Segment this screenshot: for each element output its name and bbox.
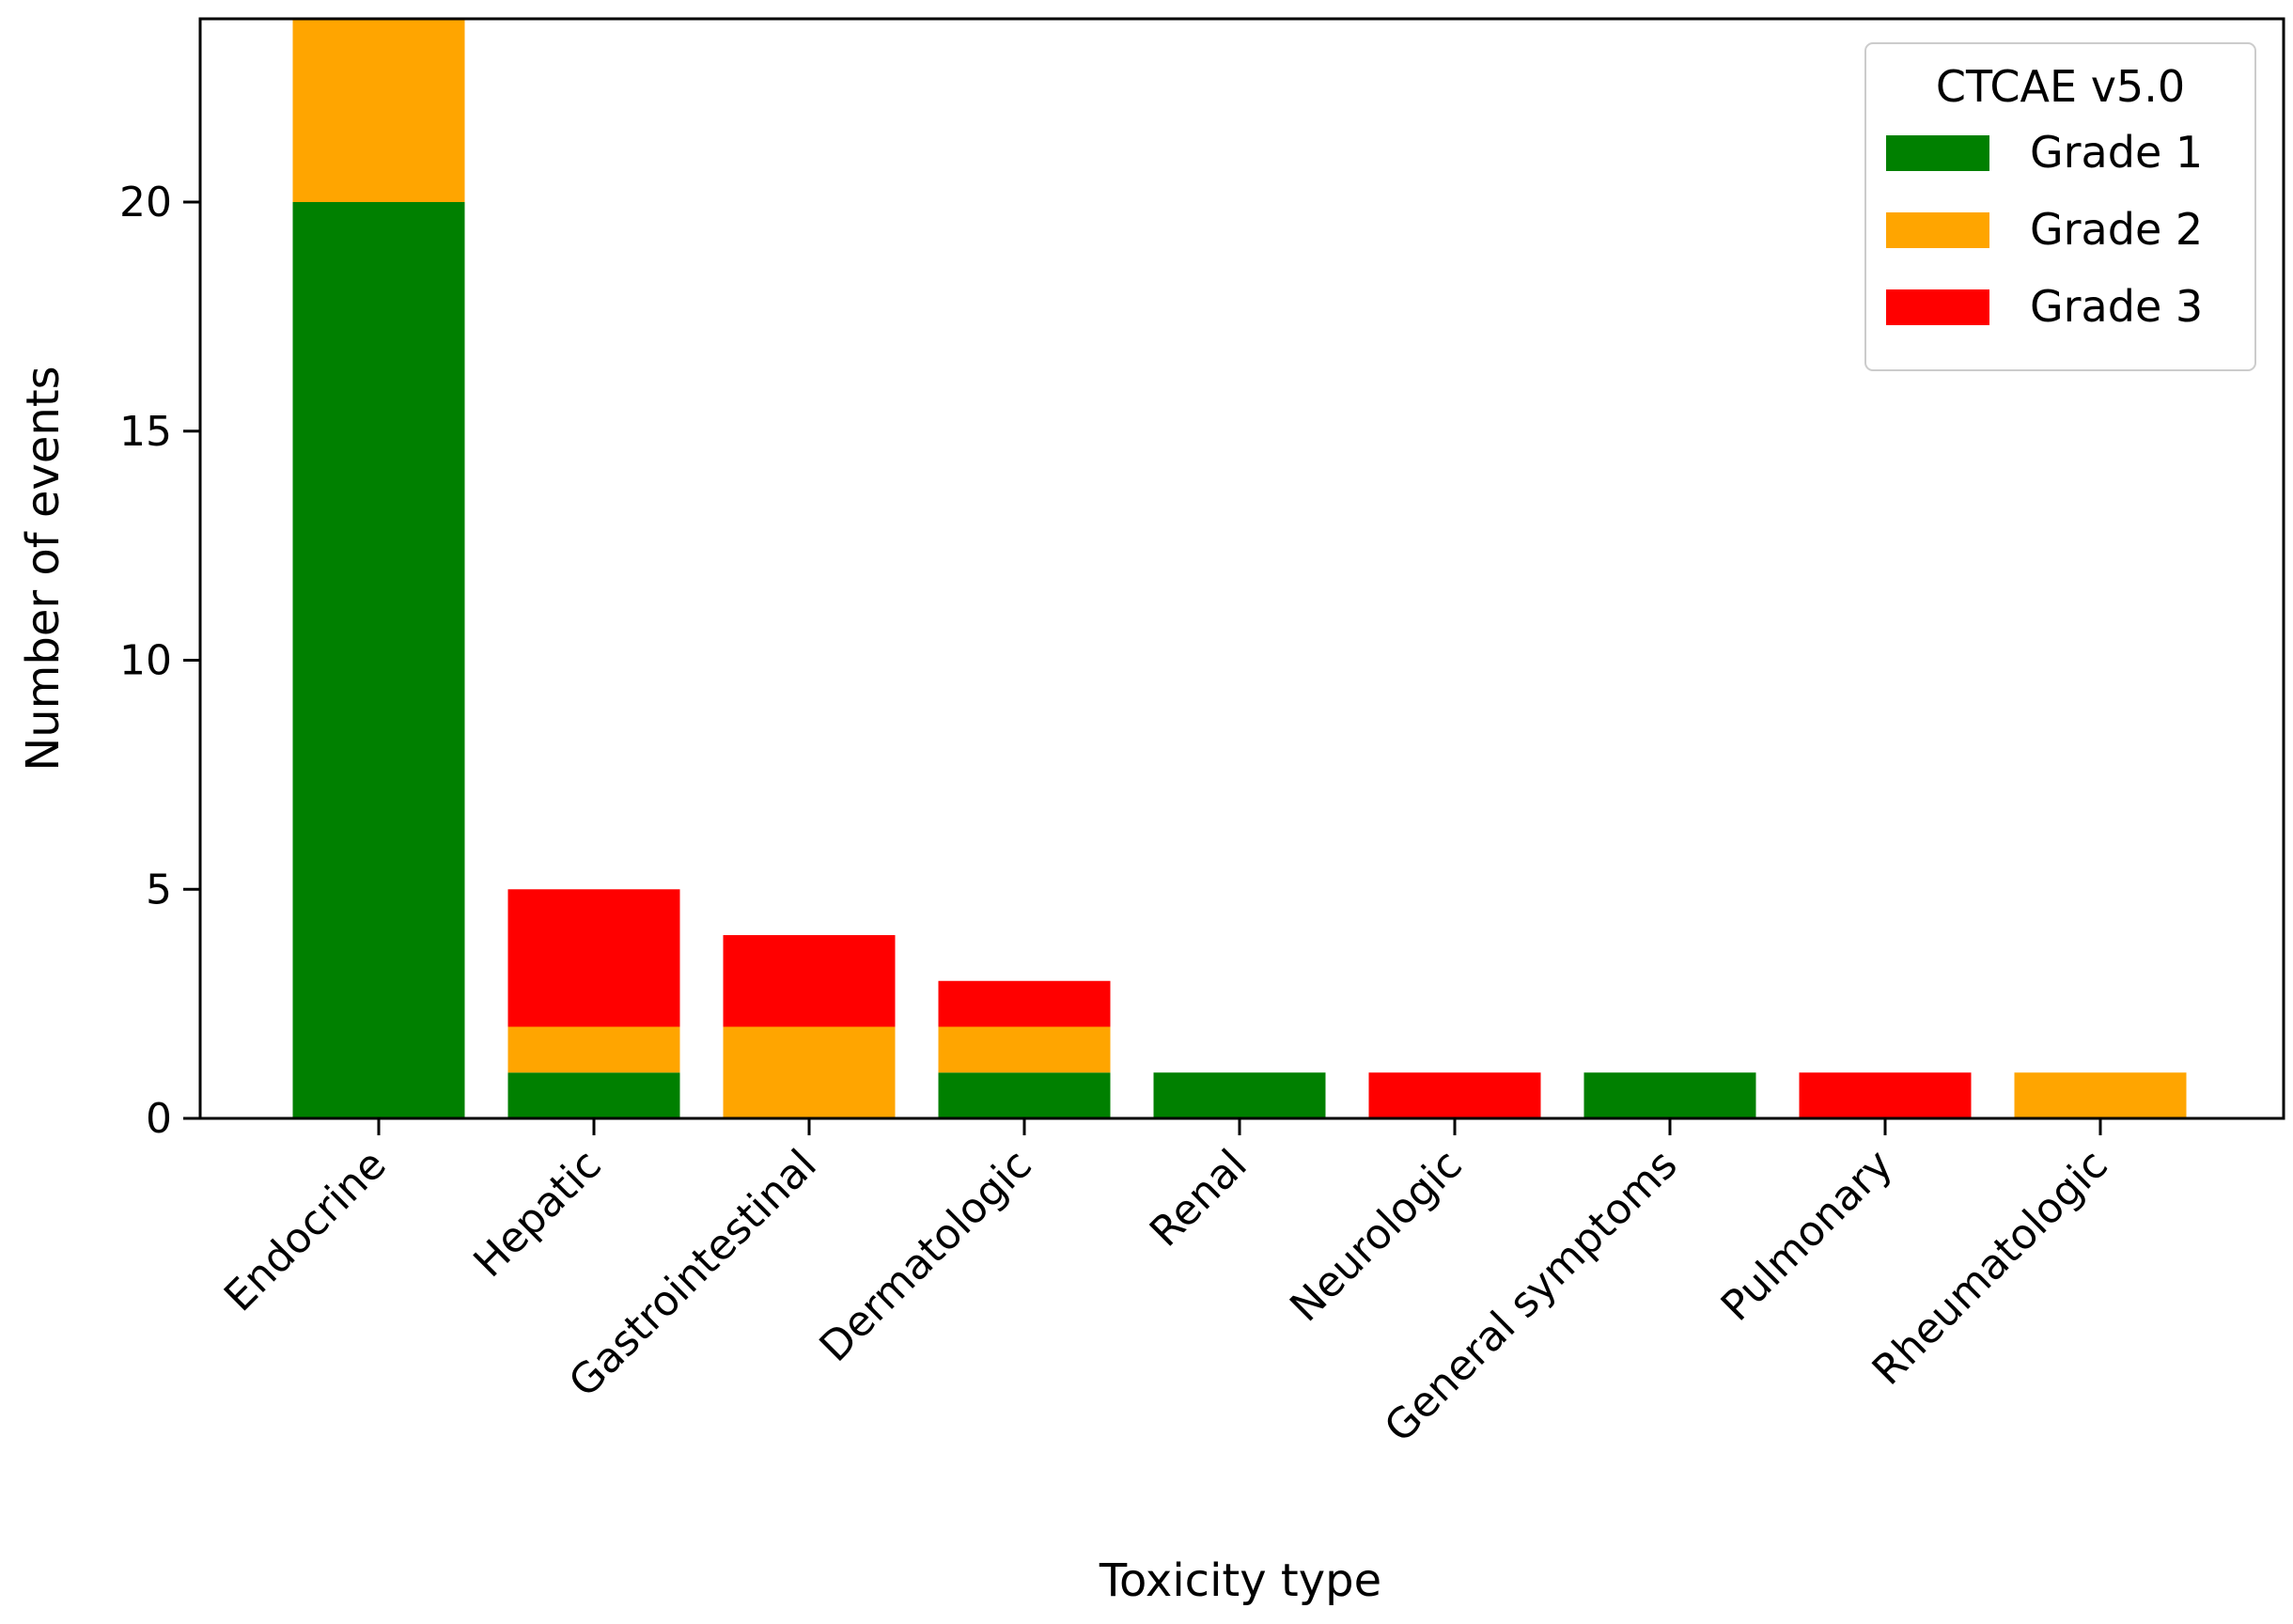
bar-endocrine-grade-1 [292, 202, 465, 1118]
legend-label-grade-2: Grade 2 [2030, 204, 2203, 255]
y-tick-label: 15 [119, 408, 172, 456]
bar-hepatic-grade-3 [507, 889, 680, 1027]
y-tick-label: 20 [119, 179, 172, 226]
legend-label-grade-3: Grade 3 [2030, 281, 2203, 332]
x-axis-label: Toxicity type [1099, 1554, 1381, 1607]
legend-swatch-grade-1 [1886, 135, 1989, 171]
y-axis: 0 5 10 15 20 [119, 179, 200, 1143]
legend-title: CTCAE v5.0 [1936, 61, 2185, 112]
y-tick-label: 5 [146, 866, 172, 914]
y-tick-label: 10 [119, 637, 172, 685]
bar-dermatologic-grade-1 [938, 1072, 1111, 1118]
legend-box [1864, 42, 2256, 371]
bar-endocrine-grade-2 [292, 19, 465, 202]
bar-rheumatologic-grade-2 [2014, 1072, 2187, 1118]
legend: CTCAE v5.0 Grade 1 Grade 2 Grade 3 [1864, 42, 2256, 371]
bar-hepatic-grade-2 [507, 1026, 680, 1073]
legend-label-grade-1: Grade 1 [2030, 127, 2203, 178]
plot-frame [198, 17, 2285, 1120]
bar-general-symptoms-grade-1 [1583, 1072, 1756, 1118]
bar-dermatologic-grade-2 [938, 1026, 1111, 1073]
bar-dermatologic-grade-3 [938, 980, 1111, 1027]
y-axis-label: Number of events [17, 366, 70, 771]
bar-renal-grade-1 [1153, 1072, 1326, 1118]
bar-gastrointestinal-grade-3 [723, 935, 896, 1027]
bar-neurologic-grade-3 [1368, 1072, 1541, 1118]
y-tick-label: 0 [146, 1095, 172, 1143]
bars-group [292, 19, 2187, 1118]
legend-swatch-grade-2 [1886, 212, 1989, 248]
bar-pulmonary-grade-3 [1799, 1072, 1972, 1118]
bar-hepatic-grade-1 [507, 1072, 680, 1118]
bar-gastrointestinal-grade-2 [723, 1026, 896, 1118]
legend-swatch-grade-3 [1886, 289, 1989, 325]
